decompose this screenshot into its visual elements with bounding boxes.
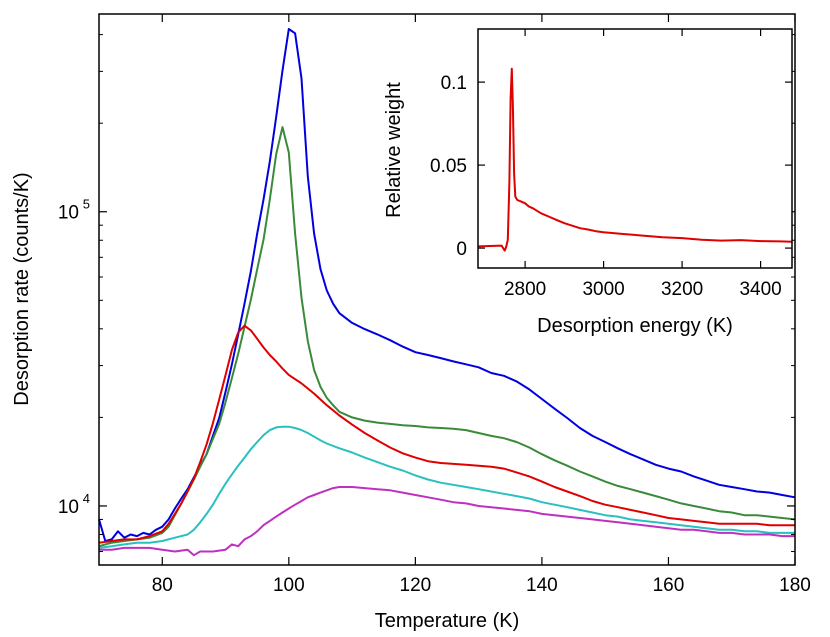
x-tick-label: 80 bbox=[152, 575, 173, 596]
x-tick-label: 100 bbox=[273, 575, 305, 596]
series-line-red bbox=[98, 324, 795, 544]
inset-y-tick-label: 0 bbox=[456, 239, 467, 260]
inset-x-axis-label: Desorption energy (K) bbox=[537, 315, 733, 337]
inset-series-group bbox=[477, 67, 793, 252]
main-x-axis-label: Temperature (K) bbox=[375, 610, 520, 632]
x-tick-label: 160 bbox=[653, 575, 685, 596]
inset-chart: 2800 3000 3200 3400 0 0.05 0.1 Desorption ener… bbox=[383, 28, 793, 337]
main-ticks-group: 80 100 120 140 160 180 10 4 10 5 bbox=[58, 14, 811, 596]
series-line-blue bbox=[98, 28, 796, 542]
x-tick-label: 140 bbox=[526, 575, 558, 596]
main-y-axis-label: Desorption rate (counts/K) bbox=[11, 172, 33, 405]
inset-x-tick-label: 3000 bbox=[582, 279, 624, 300]
series-line-cyan bbox=[98, 425, 795, 549]
y-tick-exponent: 5 bbox=[83, 197, 90, 212]
series-line-magenta bbox=[99, 486, 795, 557]
main-series-group bbox=[98, 28, 796, 557]
y-tick-label: 10 bbox=[58, 203, 79, 224]
inset-x-tick-label: 3200 bbox=[661, 279, 703, 300]
x-tick-label: 120 bbox=[400, 575, 432, 596]
y-tick-label: 10 bbox=[58, 497, 79, 518]
series-line-green bbox=[98, 126, 796, 548]
inset-y-tick-label: 0.1 bbox=[441, 73, 467, 94]
inset-x-tick-label: 2800 bbox=[504, 279, 546, 300]
inset-plot-frame bbox=[477, 28, 793, 269]
inset-y-axis-label: Relative weight bbox=[383, 82, 405, 218]
inset-x-tick-label: 3400 bbox=[739, 279, 781, 300]
main-plot-frame bbox=[98, 13, 796, 566]
inset-series-line-weight bbox=[477, 67, 793, 252]
y-tick-exponent: 4 bbox=[83, 491, 90, 506]
inset-y-tick-label: 0.05 bbox=[430, 156, 467, 177]
y-tick-base: 10 bbox=[58, 203, 79, 224]
x-tick-label: 180 bbox=[779, 575, 811, 596]
inset-ticks-group: 2800 3000 3200 3400 0 0.05 0.1 bbox=[430, 29, 792, 300]
inset-background bbox=[478, 29, 792, 268]
y-tick-base: 10 bbox=[58, 497, 79, 518]
